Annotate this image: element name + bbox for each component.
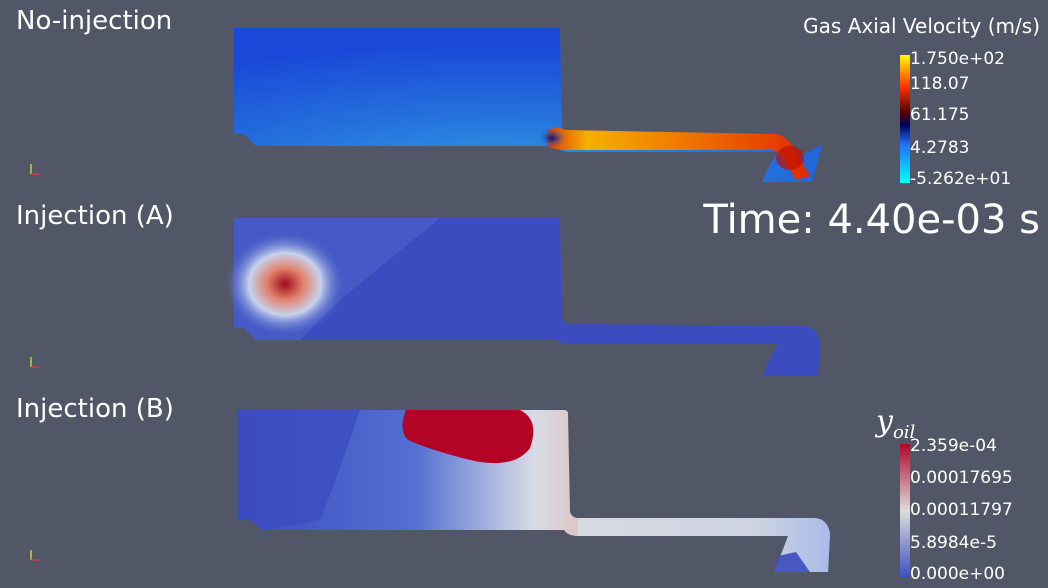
oil-tick-label: 2.359e-04	[910, 436, 997, 456]
oil-tick-label: 5.8984e-5	[910, 533, 997, 553]
oil-tick-label: 0.00017695	[910, 468, 1013, 488]
panel-label-injection-b: Injection (B)	[16, 394, 174, 424]
velocity-tick-label: 61.175	[910, 105, 970, 125]
velocity-field-panel	[234, 28, 822, 182]
velocity-tick-label: 4.2783	[910, 138, 970, 158]
oil-legend-bar	[900, 444, 910, 578]
velocity-legend-bar	[900, 55, 910, 183]
oil-tick-label: 0.00011797	[910, 500, 1013, 520]
axes-orientation-icon	[30, 357, 39, 368]
axes-orientation-icon	[30, 550, 39, 561]
oil-legend-title: yoil	[876, 404, 915, 443]
axes-orientation-icon	[30, 164, 39, 175]
velocity-tick-label: -5.262e+01	[910, 169, 1012, 189]
oil-legend-title-sub: oil	[892, 422, 916, 443]
oil-tick-label: 0.000e+00	[910, 564, 1006, 584]
panel-label-injection-a: Injection (A)	[16, 201, 174, 231]
panel-label-no-injection: No-injection	[16, 6, 173, 36]
time-label: Time: 4.40e-03 s	[703, 197, 1040, 243]
velocity-legend-title: Gas Axial Velocity (m/s)	[803, 14, 1040, 38]
oil-legend-title-base: y	[876, 404, 893, 439]
velocity-tick-label: 1.750e+02	[910, 49, 1006, 69]
oil-field-panel-a	[225, 218, 820, 376]
oil-field-panel-b	[238, 410, 830, 572]
velocity-tick-label: 118.07	[910, 74, 970, 94]
